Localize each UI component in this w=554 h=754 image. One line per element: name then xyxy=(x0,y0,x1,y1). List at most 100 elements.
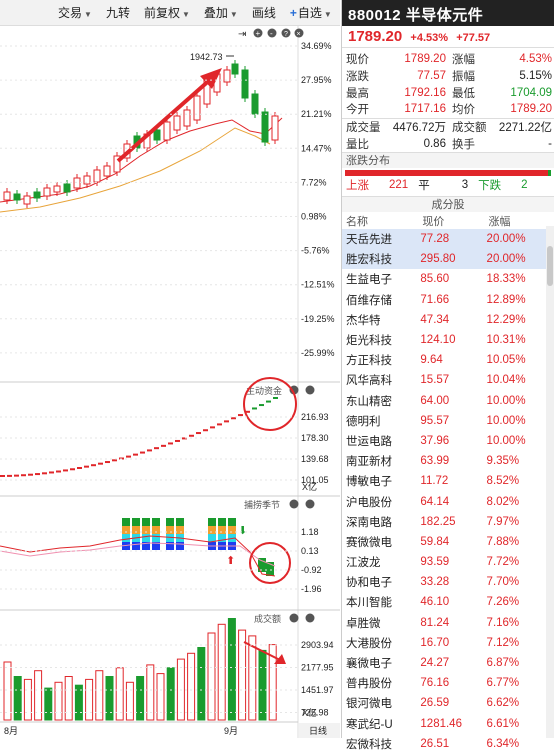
component-row[interactable]: 天岳先进 77.28 20.00% xyxy=(342,229,547,250)
volume-bar xyxy=(64,676,73,721)
component-row[interactable]: 江波龙 93.59 7.72% xyxy=(342,552,547,572)
component-row[interactable]: 风华高科 15.57 10.04% xyxy=(342,370,547,390)
component-row[interactable]: 寒武纪-U 1281.46 6.61% xyxy=(342,714,547,734)
component-row[interactable]: 南亚新材 63.99 9.35% xyxy=(342,451,547,471)
quote-label: 最低 xyxy=(451,87,475,100)
quote-value: 1717.16 xyxy=(404,103,446,116)
scrollbar-thumb[interactable] xyxy=(547,246,553,286)
component-price: 95.57 xyxy=(420,414,450,427)
change-value: +77.57 xyxy=(456,32,491,44)
arrow-icon[interactable]: ⇥ xyxy=(238,29,246,40)
component-row[interactable]: 普冉股份 76.16 6.77% xyxy=(342,673,547,693)
component-name: 寒武纪-U xyxy=(346,718,393,731)
component-name: 佰维存储 xyxy=(346,294,392,307)
component-name: 银河微电 xyxy=(346,698,392,711)
component-row[interactable]: 大港股份 16.70 7.12% xyxy=(342,633,547,653)
component-change: 10.00% xyxy=(486,414,526,427)
component-row[interactable]: 宏微科技 26.51 6.34% xyxy=(342,734,547,754)
component-row[interactable]: 方正科技 9.64 10.05% xyxy=(342,350,547,370)
component-row[interactable]: 协和电子 33.28 7.70% xyxy=(342,572,547,592)
current-price: 1789.20 xyxy=(348,28,403,45)
components-scrollbar[interactable] xyxy=(546,226,554,738)
help-icon[interactable] xyxy=(289,385,299,395)
candle-body xyxy=(183,109,191,127)
component-row[interactable]: 炬光科技 124.10 10.31% xyxy=(342,330,547,350)
component-row[interactable]: 胜宏科技 295.80 20.00% xyxy=(342,249,547,270)
component-change: 10.31% xyxy=(486,334,526,347)
distribution-bar-down xyxy=(548,170,551,176)
period-daily-button[interactable]: 日线 xyxy=(309,725,327,736)
col-header-price[interactable]: 现价 xyxy=(422,215,445,228)
quote-panel: 880012 半导体元件 1789.20 +4.53% +77.57 现价 178… xyxy=(341,0,554,751)
plus-icon: + xyxy=(289,5,297,20)
quote-label: 成交量 xyxy=(346,121,381,134)
component-row[interactable]: 佰维存储 71.66 12.89% xyxy=(342,290,547,310)
component-price: 37.96 xyxy=(420,434,450,447)
add-watchlist-button[interactable]: +自选 ▼ xyxy=(289,5,332,20)
help-icon[interactable] xyxy=(281,28,291,38)
component-name: 博敏电子 xyxy=(346,476,392,489)
component-row[interactable]: 杰华特 47.34 12.29% xyxy=(342,310,547,330)
close-icon[interactable] xyxy=(305,385,315,395)
component-row[interactable]: 本川智能 46.10 7.26% xyxy=(342,592,547,612)
overlay-menu[interactable]: 叠加 ▼ xyxy=(203,5,238,20)
season-bar xyxy=(208,526,216,534)
index-name: 半导体元件 xyxy=(405,7,484,24)
quote-label: 涨跌 xyxy=(346,70,369,83)
close-icon[interactable] xyxy=(294,28,304,38)
ma-line-short xyxy=(0,117,283,203)
season-bar xyxy=(142,518,150,526)
col-header-name[interactable]: 名称 xyxy=(346,215,368,228)
component-row[interactable]: 襄微电子 24.27 6.87% xyxy=(342,653,547,673)
close-icon[interactable] xyxy=(305,613,315,623)
volume-bar xyxy=(13,676,22,721)
component-name: 沪电股份 xyxy=(346,496,392,509)
axis-label: 0.98% xyxy=(301,212,327,222)
component-row[interactable]: 卓胜微 81.24 7.16% xyxy=(342,613,547,633)
component-price: 16.70 xyxy=(420,636,450,649)
kline-chart[interactable]: 1942.73 ⇥ + - ? × 34.69% 27.95% 21.21% 14.4… xyxy=(0,26,340,738)
axis-label: -5.76% xyxy=(301,246,330,256)
axis-label: -0.92 xyxy=(301,565,322,575)
component-row[interactable]: 德明利 95.57 10.00% xyxy=(342,411,547,431)
peak-label: 1942.73 xyxy=(190,52,223,62)
axis-label: 101.05 xyxy=(301,475,329,485)
chevron-down-icon: ▼ xyxy=(229,9,238,19)
nine-turn-button[interactable]: 九转 xyxy=(105,5,130,20)
quote-value: 1789.20 xyxy=(510,103,552,116)
component-row[interactable]: 赛微微电 59.84 7.88% xyxy=(342,532,547,552)
season-bar xyxy=(228,518,236,526)
component-name: 深南电路 xyxy=(346,516,392,529)
component-row[interactable]: 博敏电子 11.72 8.52% xyxy=(342,471,547,491)
trend-arrow-head xyxy=(200,68,222,89)
close-icon[interactable] xyxy=(305,499,315,509)
volume-bar xyxy=(115,667,124,721)
component-row[interactable]: 深南电路 182.25 7.97% xyxy=(342,512,547,532)
component-name: 生益电子 xyxy=(346,274,392,287)
candle-body xyxy=(93,169,101,183)
adjust-menu[interactable]: 前复权 ▼ xyxy=(143,5,190,20)
component-change: 6.87% xyxy=(486,657,520,670)
axis-label: 1.18 xyxy=(301,527,319,537)
component-row[interactable]: 东山精密 64.00 10.00% xyxy=(342,391,547,411)
zoom-in-icon[interactable] xyxy=(253,28,263,38)
col-header-change[interactable]: 涨幅 xyxy=(488,215,511,228)
season-bar xyxy=(218,534,226,542)
chart-canvas[interactable]: 1942.73 ⇥ + - ? × 34.69% 27.95% 21.21% 14.4… xyxy=(0,26,340,738)
component-row[interactable]: 生益电子 85.60 18.33% xyxy=(342,269,547,289)
quote-label: 成交额 xyxy=(451,121,487,134)
component-row[interactable]: 银河微电 26.59 6.62% xyxy=(342,693,547,713)
distribution-title: 涨跌分布 xyxy=(342,152,554,168)
draw-line-button[interactable]: 画线 xyxy=(251,5,276,20)
axis-label: 216.93 xyxy=(301,412,329,422)
help-icon[interactable] xyxy=(289,499,299,509)
component-row[interactable]: 世运电路 37.96 10.00% xyxy=(342,431,547,451)
help-icon[interactable] xyxy=(289,613,299,623)
zoom-out-icon[interactable] xyxy=(267,28,277,38)
trade-menu[interactable]: 交易 ▼ xyxy=(58,5,92,20)
volume-bar xyxy=(105,676,114,721)
up-label: 上涨 xyxy=(346,179,369,192)
season-bar xyxy=(152,542,160,550)
component-row[interactable]: 沪电股份 64.14 8.02% xyxy=(342,491,547,511)
svg-text:-: - xyxy=(270,29,273,38)
